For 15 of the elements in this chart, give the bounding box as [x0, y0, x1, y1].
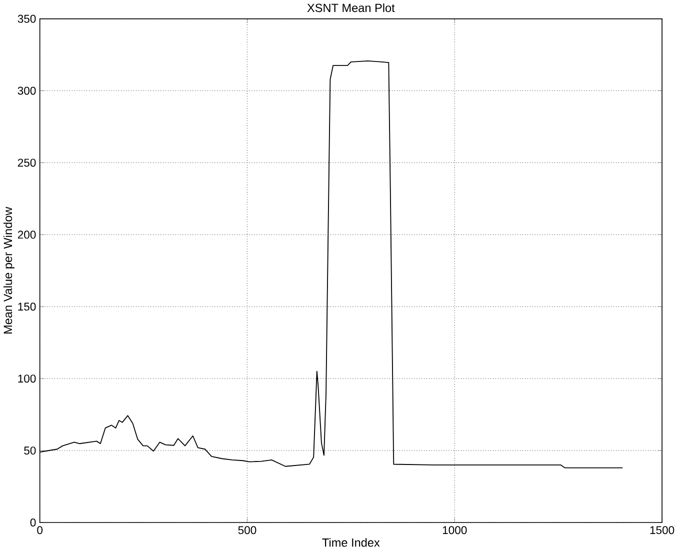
y-tick-label: 250	[18, 158, 36, 167]
y-tick-label: 150	[18, 302, 36, 311]
x-tick-label: 0	[37, 526, 43, 534]
y-tick-label: 50	[24, 446, 36, 454]
x-tick-label: 500	[238, 526, 256, 534]
y-tick-label: 350	[18, 14, 36, 23]
x-tick-label: 1500	[650, 526, 674, 534]
x-axis-title: Time Index	[322, 538, 380, 547]
y-tick-label: 0	[30, 518, 36, 526]
y-tick-label: 300	[18, 86, 36, 95]
y-tick-label: 200	[18, 230, 36, 239]
y-axis-title: Mean Value per Window	[3, 206, 14, 334]
y-tick-label: 100	[18, 374, 36, 382]
x-tick-label: 1000	[442, 526, 467, 534]
chart-title: XSNT Mean Plot	[307, 3, 395, 12]
